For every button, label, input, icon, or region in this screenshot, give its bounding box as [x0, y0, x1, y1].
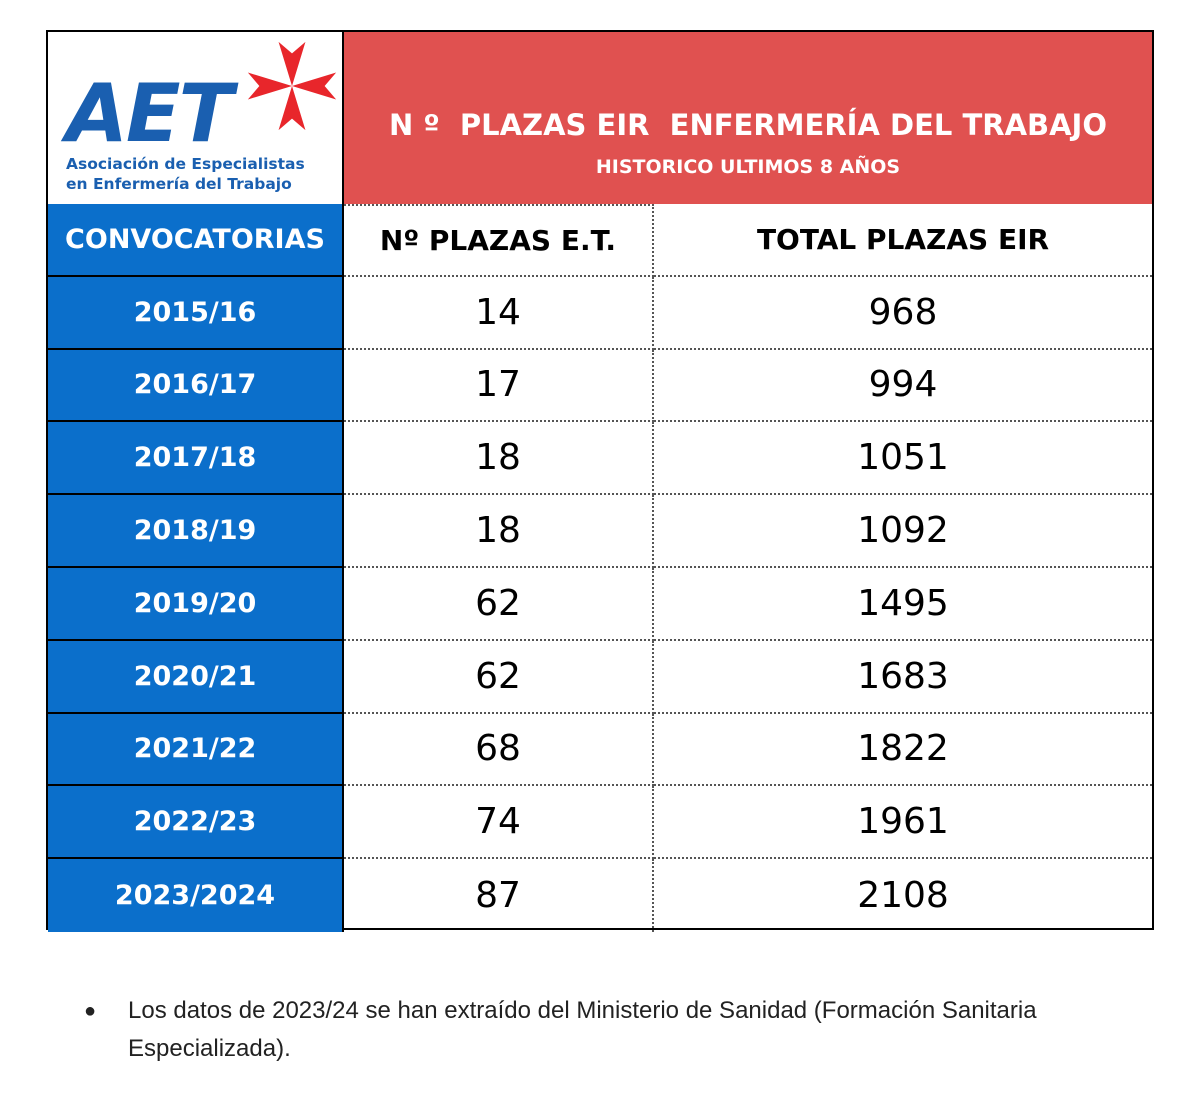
table-row: 2021/22 68 1822	[48, 713, 1152, 787]
year-cell: 2020/21	[48, 640, 344, 714]
total-eir-cell: 1961	[654, 786, 1152, 860]
year-cell: 2018/19	[48, 495, 344, 568]
table-row: 2019/20 62 1495	[48, 567, 1152, 641]
plazas-et-cell: 14	[344, 276, 654, 350]
total-eir-cell: 994	[654, 350, 1152, 423]
year-cell: 2016/17	[48, 349, 344, 423]
page-subtitle: HISTORICO ULTIMOS 8 AÑOS	[595, 156, 901, 178]
table-row: 2022/23 74 1961	[48, 786, 1152, 860]
table-row: 2018/19 18 1092	[48, 495, 1152, 568]
table-row: 2020/21 62 1683	[48, 640, 1152, 714]
total-eir-cell: 1092	[654, 495, 1152, 568]
column-header-plazas-et: Nº PLAZAS E.T.	[344, 204, 654, 277]
total-eir-cell: 2108	[857, 875, 949, 917]
plazas-et-cell: 74	[344, 786, 654, 860]
maltese-cross-icon	[247, 41, 337, 131]
year-cell: 2017/18	[48, 422, 344, 496]
bullet-icon: ●	[84, 1000, 97, 1022]
title-banner: N º PLAZAS EIR ENFERMERÍA DEL TRABAJO HI…	[344, 32, 1152, 204]
total-eir-cell: 1051	[654, 422, 1152, 496]
column-header-convocatorias: CONVOCATORIAS	[48, 204, 344, 277]
table-header-row: CONVOCATORIAS Nº PLAZAS E.T. TOTAL PLAZA…	[48, 204, 1152, 277]
logo-name: Asociación de Especialistas en Enfermerí…	[66, 154, 305, 194]
table-row: 2015/16 14 968	[48, 276, 1152, 350]
plazas-table-frame: AET Asociación de Especialistas en Enfer…	[46, 30, 1154, 932]
plazas-et-cell: 68	[344, 713, 654, 787]
table-row: 2017/18 18 1051	[48, 422, 1152, 496]
year-cell: 2015/16	[48, 276, 344, 350]
plazas-et-cell: 62	[344, 567, 654, 641]
logo-name-line2: en Enfermería del Trabajo	[66, 175, 292, 193]
plazas-et-cell: 17	[344, 349, 654, 423]
total-eir-cell: 1822	[654, 714, 1152, 787]
total-eir-cell: 1495	[654, 568, 1152, 641]
logo-name-line1: Asociación de Especialistas	[66, 155, 305, 173]
footnote-text: Los datos de 2023/24 se han extraído del…	[128, 997, 1037, 1062]
column-header-total-eir: TOTAL PLAZAS EIR	[654, 204, 1152, 277]
plazas-et-cell: 18	[344, 422, 654, 496]
year-cell: 2021/22	[48, 713, 344, 787]
aet-logo: AET Asociación de Especialistas en Enfer…	[48, 32, 344, 204]
year-cell: 2022/23	[48, 786, 344, 860]
total-eir-cell: 968	[654, 277, 1152, 350]
total-eir-cell: 1683	[654, 641, 1152, 714]
page-title: N º PLAZAS EIR ENFERMERÍA DEL TRABAJO	[388, 108, 1108, 142]
logo-acronym: AET	[66, 67, 233, 160]
table-row: 2016/17 17 994	[48, 349, 1152, 423]
year-cell: 2019/20	[48, 567, 344, 641]
table-row: 2023/2024 87 2108	[48, 859, 1152, 932]
plazas-et-cell: 18	[344, 495, 654, 568]
data-table: CONVOCATORIAS Nº PLAZAS E.T. TOTAL PLAZA…	[48, 204, 1152, 932]
plazas-et-cell: 87	[344, 859, 654, 932]
plazas-et-cell: 62	[344, 640, 654, 714]
year-cell: 2023/2024	[48, 859, 344, 932]
